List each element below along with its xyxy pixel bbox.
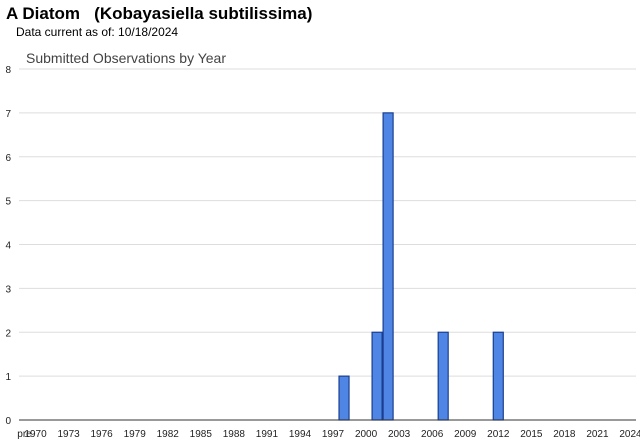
x-tick-label: 1985 (190, 429, 213, 440)
chart-title: Submitted Observations by Year (26, 50, 226, 66)
y-tick-label: 2 (5, 328, 11, 339)
x-tick-label: 1976 (91, 429, 114, 440)
y-tick-label: 3 (5, 284, 11, 295)
species-title: A Diatom (Kobayasiella subtilissima) (6, 4, 313, 23)
x-tick-label: 1991 (256, 429, 279, 440)
x-tick-label: 2006 (421, 429, 444, 440)
x-tick-label: 1982 (157, 429, 180, 440)
bar-2002 (382, 112, 394, 421)
y-tick-label: 7 (5, 109, 11, 120)
y-tick-label: 8 (5, 65, 11, 76)
x-tick-label: 2021 (586, 429, 609, 440)
bars (338, 112, 504, 421)
x-tick-label: 2015 (520, 429, 543, 440)
x-tick-label: pre (17, 429, 32, 440)
x-tick-label: 2012 (487, 429, 510, 440)
grid-lines (19, 68, 636, 377)
x-tick-label: 2018 (553, 429, 576, 440)
x-tick-label: 2009 (454, 429, 477, 440)
data-current-date: Data current as of: 10/18/2024 (16, 25, 179, 39)
bar-2001 (371, 331, 383, 421)
bar-2012 (492, 331, 504, 421)
y-axis-ticks: 0 1 2 3 4 5 6 7 8 (5, 65, 11, 427)
x-tick-label: 1970 (24, 429, 47, 440)
x-tick-label: 2024 (619, 429, 640, 440)
y-tick-label: 6 (5, 153, 11, 164)
x-tick-label: 1994 (289, 429, 312, 440)
x-tick-label: 1979 (124, 429, 147, 440)
x-tick-label: 1988 (223, 429, 246, 440)
x-tick-label: 1973 (57, 429, 80, 440)
x-tick-label: 1997 (322, 429, 345, 440)
bar-1998 (338, 375, 350, 421)
x-tick-label: 2003 (388, 429, 411, 440)
bar-2007 (437, 331, 449, 421)
y-tick-label: 1 (5, 372, 11, 383)
y-tick-label: 4 (5, 241, 11, 252)
y-tick-label: 5 (5, 197, 11, 208)
x-tick-label: 2000 (355, 429, 378, 440)
y-tick-label: 0 (5, 416, 11, 427)
